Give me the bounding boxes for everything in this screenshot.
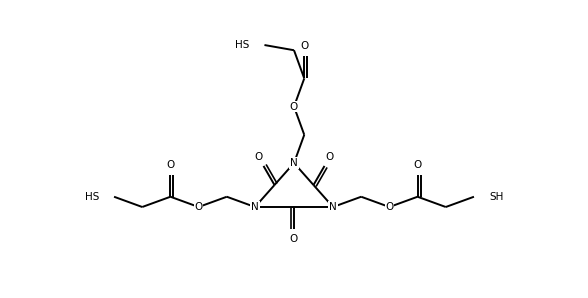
Text: O: O — [166, 160, 175, 170]
Text: N: N — [251, 202, 259, 212]
Text: N: N — [329, 202, 337, 212]
Text: O: O — [290, 234, 298, 244]
Text: O: O — [195, 202, 203, 212]
Text: HS: HS — [85, 192, 99, 202]
Text: O: O — [413, 160, 422, 170]
Text: O: O — [300, 41, 308, 52]
Text: HS: HS — [235, 40, 249, 50]
Text: O: O — [385, 202, 393, 212]
Text: O: O — [255, 152, 263, 162]
Text: SH: SH — [489, 192, 503, 202]
Text: O: O — [290, 102, 298, 112]
Text: O: O — [325, 152, 333, 162]
Text: N: N — [290, 158, 298, 168]
